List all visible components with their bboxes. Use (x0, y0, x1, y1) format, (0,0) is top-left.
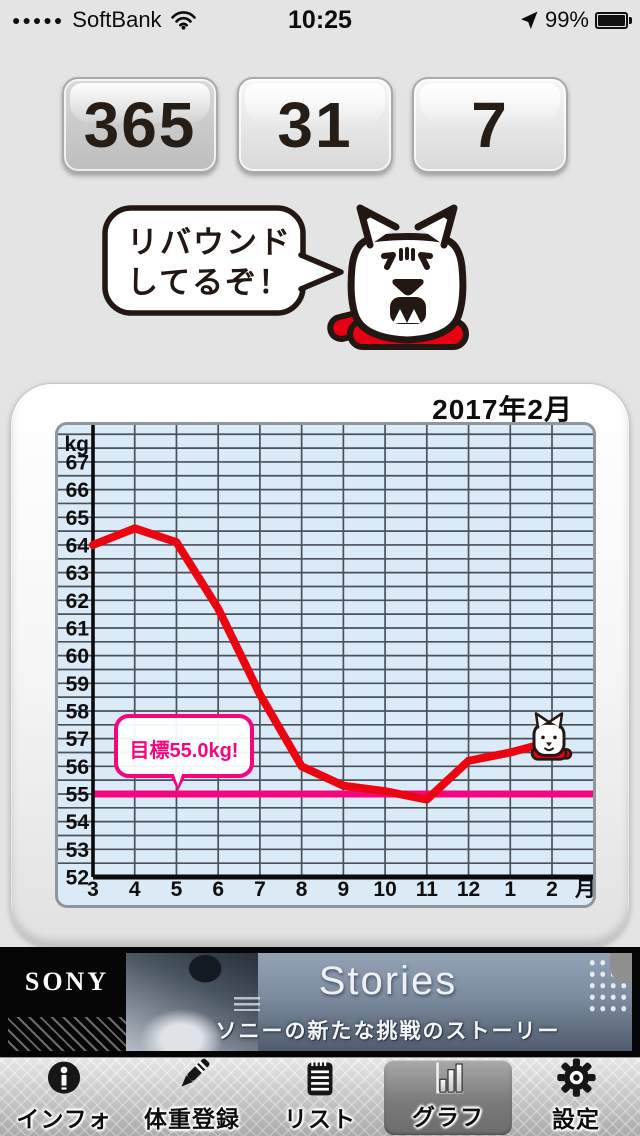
svg-text:54: 54 (66, 811, 90, 834)
svg-text:9: 9 (338, 878, 350, 901)
wifi-icon (170, 11, 196, 30)
ad-banner[interactable]: SONY Stories ソニーの新たな挑戦のストーリー (0, 947, 640, 1057)
ad-corner-decoration (610, 953, 632, 983)
svg-text:10: 10 (373, 878, 396, 901)
svg-text:5: 5 (171, 878, 183, 901)
svg-text:8: 8 (296, 878, 308, 901)
mascot-dog-speech: リバウンド してるぞ！ (102, 204, 469, 350)
svg-text:55: 55 (66, 783, 90, 806)
counter-value: 31 (277, 89, 353, 161)
gear-icon (557, 1057, 596, 1097)
location-arrow-icon (520, 11, 538, 29)
tab-settings[interactable]: 設定 (512, 1057, 640, 1136)
speech-line-1: リバウンド (127, 225, 292, 260)
svg-text:63: 63 (66, 562, 89, 585)
tab-label: グラフ (412, 1103, 484, 1130)
chart-period-title: 2017年2月 (432, 394, 573, 425)
chart-panel: 2017年2月 67 66 65 64 63 62 61 60 59 58 57 56 55 54 53 52… (10, 383, 630, 947)
bar-chart-icon (436, 1061, 464, 1093)
ad-stripes-decoration (8, 1017, 126, 1051)
svg-text:64: 64 (66, 534, 90, 557)
svg-text:60: 60 (66, 645, 89, 668)
svg-text:53: 53 (66, 839, 89, 862)
svg-text:67: 67 (66, 451, 89, 474)
ad-lines-decoration (234, 997, 260, 1011)
status-bar: ●●●●● SoftBank 10:25 99% (0, 0, 640, 40)
dog-marker-icon (530, 712, 573, 761)
svg-text:52: 52 (66, 867, 89, 890)
tab-label: リスト (284, 1105, 356, 1132)
battery-icon (595, 11, 632, 29)
counter-days-365[interactable]: 365 (62, 77, 218, 173)
tab-label: インフォ (16, 1105, 112, 1132)
ad-subtitle: ソニーの新たな挑戦のストーリー (215, 1020, 561, 1043)
tab-label: 設定 (552, 1105, 600, 1132)
counter-days-31[interactable]: 31 (237, 77, 393, 173)
svg-text:1: 1 (504, 878, 516, 901)
svg-text:4: 4 (129, 878, 141, 901)
tab-label: 体重登録 (144, 1105, 240, 1132)
svg-text:61: 61 (66, 617, 90, 640)
list-icon (307, 1059, 333, 1095)
tab-info[interactable]: インフォ (0, 1058, 128, 1136)
info-icon (47, 1061, 81, 1094)
svg-text:11: 11 (416, 878, 439, 901)
tab-list[interactable]: リスト (256, 1058, 384, 1136)
ad-brand-logo: SONY (24, 967, 110, 996)
speech-bubble: リバウンド してるぞ！ (102, 205, 344, 316)
svg-text:kg: kg (64, 433, 89, 456)
dog-mascot-icon (327, 204, 469, 350)
ad-image: SONY Stories ソニーの新たな挑戦のストーリー (8, 953, 632, 1051)
svg-text:12: 12 (457, 878, 480, 901)
svg-text:月: 月 (574, 878, 593, 901)
svg-text:59: 59 (66, 673, 89, 696)
speech-line-2: してるぞ！ (127, 265, 291, 300)
svg-text:7: 7 (254, 878, 266, 901)
svg-text:2: 2 (546, 878, 558, 901)
tab-graph[interactable]: グラフ (384, 1059, 512, 1135)
svg-text:57: 57 (66, 728, 89, 751)
svg-text:65: 65 (66, 507, 90, 530)
battery-percent-label: 99% (544, 7, 589, 32)
counter-value: 7 (471, 89, 509, 161)
svg-text:目標55.0kg!: 目標55.0kg! (130, 738, 239, 762)
counter-days-7[interactable]: 7 (412, 77, 568, 173)
chart-plot-area[interactable]: 67 66 65 64 63 62 61 60 59 58 57 56 55 54 53 52 kg 3 4 5 6 7 8… (55, 422, 596, 908)
clock-label: 10:25 (288, 5, 352, 34)
svg-text:58: 58 (66, 700, 90, 723)
ad-title: Stories (318, 959, 458, 1003)
svg-text:3: 3 (87, 878, 99, 901)
svg-text:6: 6 (212, 878, 224, 901)
svg-text:56: 56 (66, 756, 89, 779)
carrier-label: SoftBank (72, 7, 162, 32)
ad-brand-panel: SONY (8, 953, 126, 1051)
tab-weight-entry[interactable]: 体重登録 (128, 1058, 256, 1136)
svg-text:66: 66 (66, 479, 89, 502)
svg-text:62: 62 (66, 590, 89, 613)
counter-value: 365 (83, 89, 197, 161)
signal-strength-icon: ●●●●● (12, 12, 65, 28)
tab-bar: インフォ 体重登録 (0, 1057, 640, 1136)
pencil-icon (181, 1058, 210, 1087)
